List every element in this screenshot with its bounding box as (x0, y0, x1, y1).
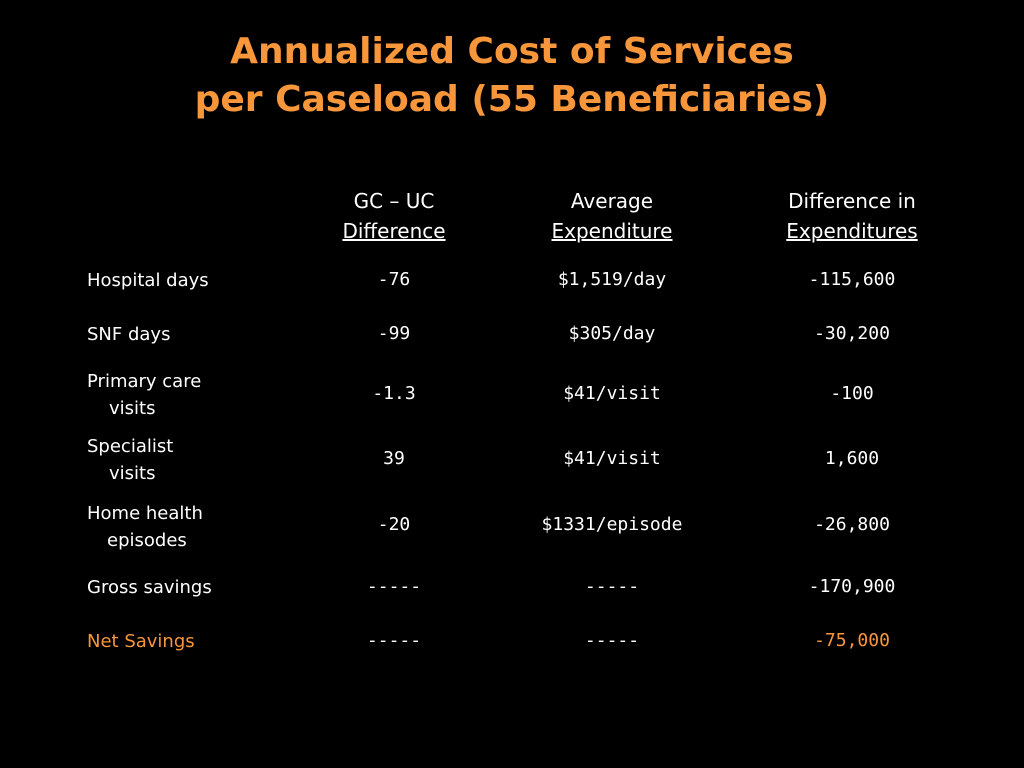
column-header-line: Difference (342, 219, 446, 243)
row-label-text: visits (109, 463, 156, 484)
row-label-text: Gross savings (87, 577, 212, 598)
row-label: Primary care visits (87, 368, 201, 422)
column-header-line: GC – UC (353, 189, 435, 213)
cell-difference: 1,600 (824, 448, 880, 469)
cell-difference: -75,000 (814, 630, 890, 651)
row-label-text: Hospital days (87, 270, 209, 291)
row-label: Net Savings (87, 628, 195, 655)
column-header-gc-uc: GC – UC Difference (264, 186, 524, 246)
cell-gc-uc: ----- (366, 630, 422, 651)
cell-difference: -26,800 (814, 514, 890, 535)
cell-gc-uc: -20 (377, 514, 411, 535)
cell-difference: -115,600 (808, 269, 896, 290)
row-label-text: episodes (107, 530, 187, 551)
column-header-average: Average Expenditure (482, 186, 742, 246)
row-label: SNF days (87, 321, 170, 348)
cell-gc-uc: -1.3 (372, 383, 416, 404)
row-label-text: Primary care (87, 371, 202, 392)
cell-gc-uc: 39 (383, 448, 405, 469)
column-header-line: Average (570, 189, 654, 213)
slide-title: Annualized Cost of Services per Caseload… (0, 28, 1024, 124)
row-label-text: Specialist (87, 436, 174, 457)
cell-average: $41/visit (563, 383, 661, 404)
cell-average: ----- (584, 576, 640, 597)
cell-difference: -170,900 (808, 576, 896, 597)
row-label: Gross savings (87, 574, 212, 601)
column-header-line: Expenditure (551, 219, 673, 243)
row-label: Home health episodes (87, 500, 203, 554)
row-label-text: Home health (87, 503, 203, 524)
column-header-difference: Difference in Expenditures (722, 186, 982, 246)
row-label-text: SNF days (87, 324, 171, 345)
cell-gc-uc: -99 (377, 323, 411, 344)
cell-difference: -30,200 (814, 323, 890, 344)
cell-average: $1331/episode (541, 514, 683, 535)
cell-average: ----- (584, 630, 640, 651)
cell-average: $41/visit (563, 448, 661, 469)
row-label-text: visits (109, 398, 156, 419)
cell-average: $1,519/day (557, 269, 667, 290)
column-header-line: Expenditures (786, 219, 918, 243)
column-header-line: Difference in (788, 189, 916, 213)
cell-gc-uc: ----- (366, 576, 422, 597)
cell-average: $305/day (568, 323, 656, 344)
title-line-1: Annualized Cost of Services (230, 31, 794, 72)
row-label: Specialist visits (87, 433, 173, 487)
cell-difference: -100 (830, 383, 874, 404)
row-label-text: Net Savings (87, 631, 195, 652)
title-line-2: per Caseload (55 Beneficiaries) (194, 79, 830, 120)
cell-gc-uc: -76 (377, 269, 411, 290)
row-label: Hospital days (87, 267, 209, 294)
